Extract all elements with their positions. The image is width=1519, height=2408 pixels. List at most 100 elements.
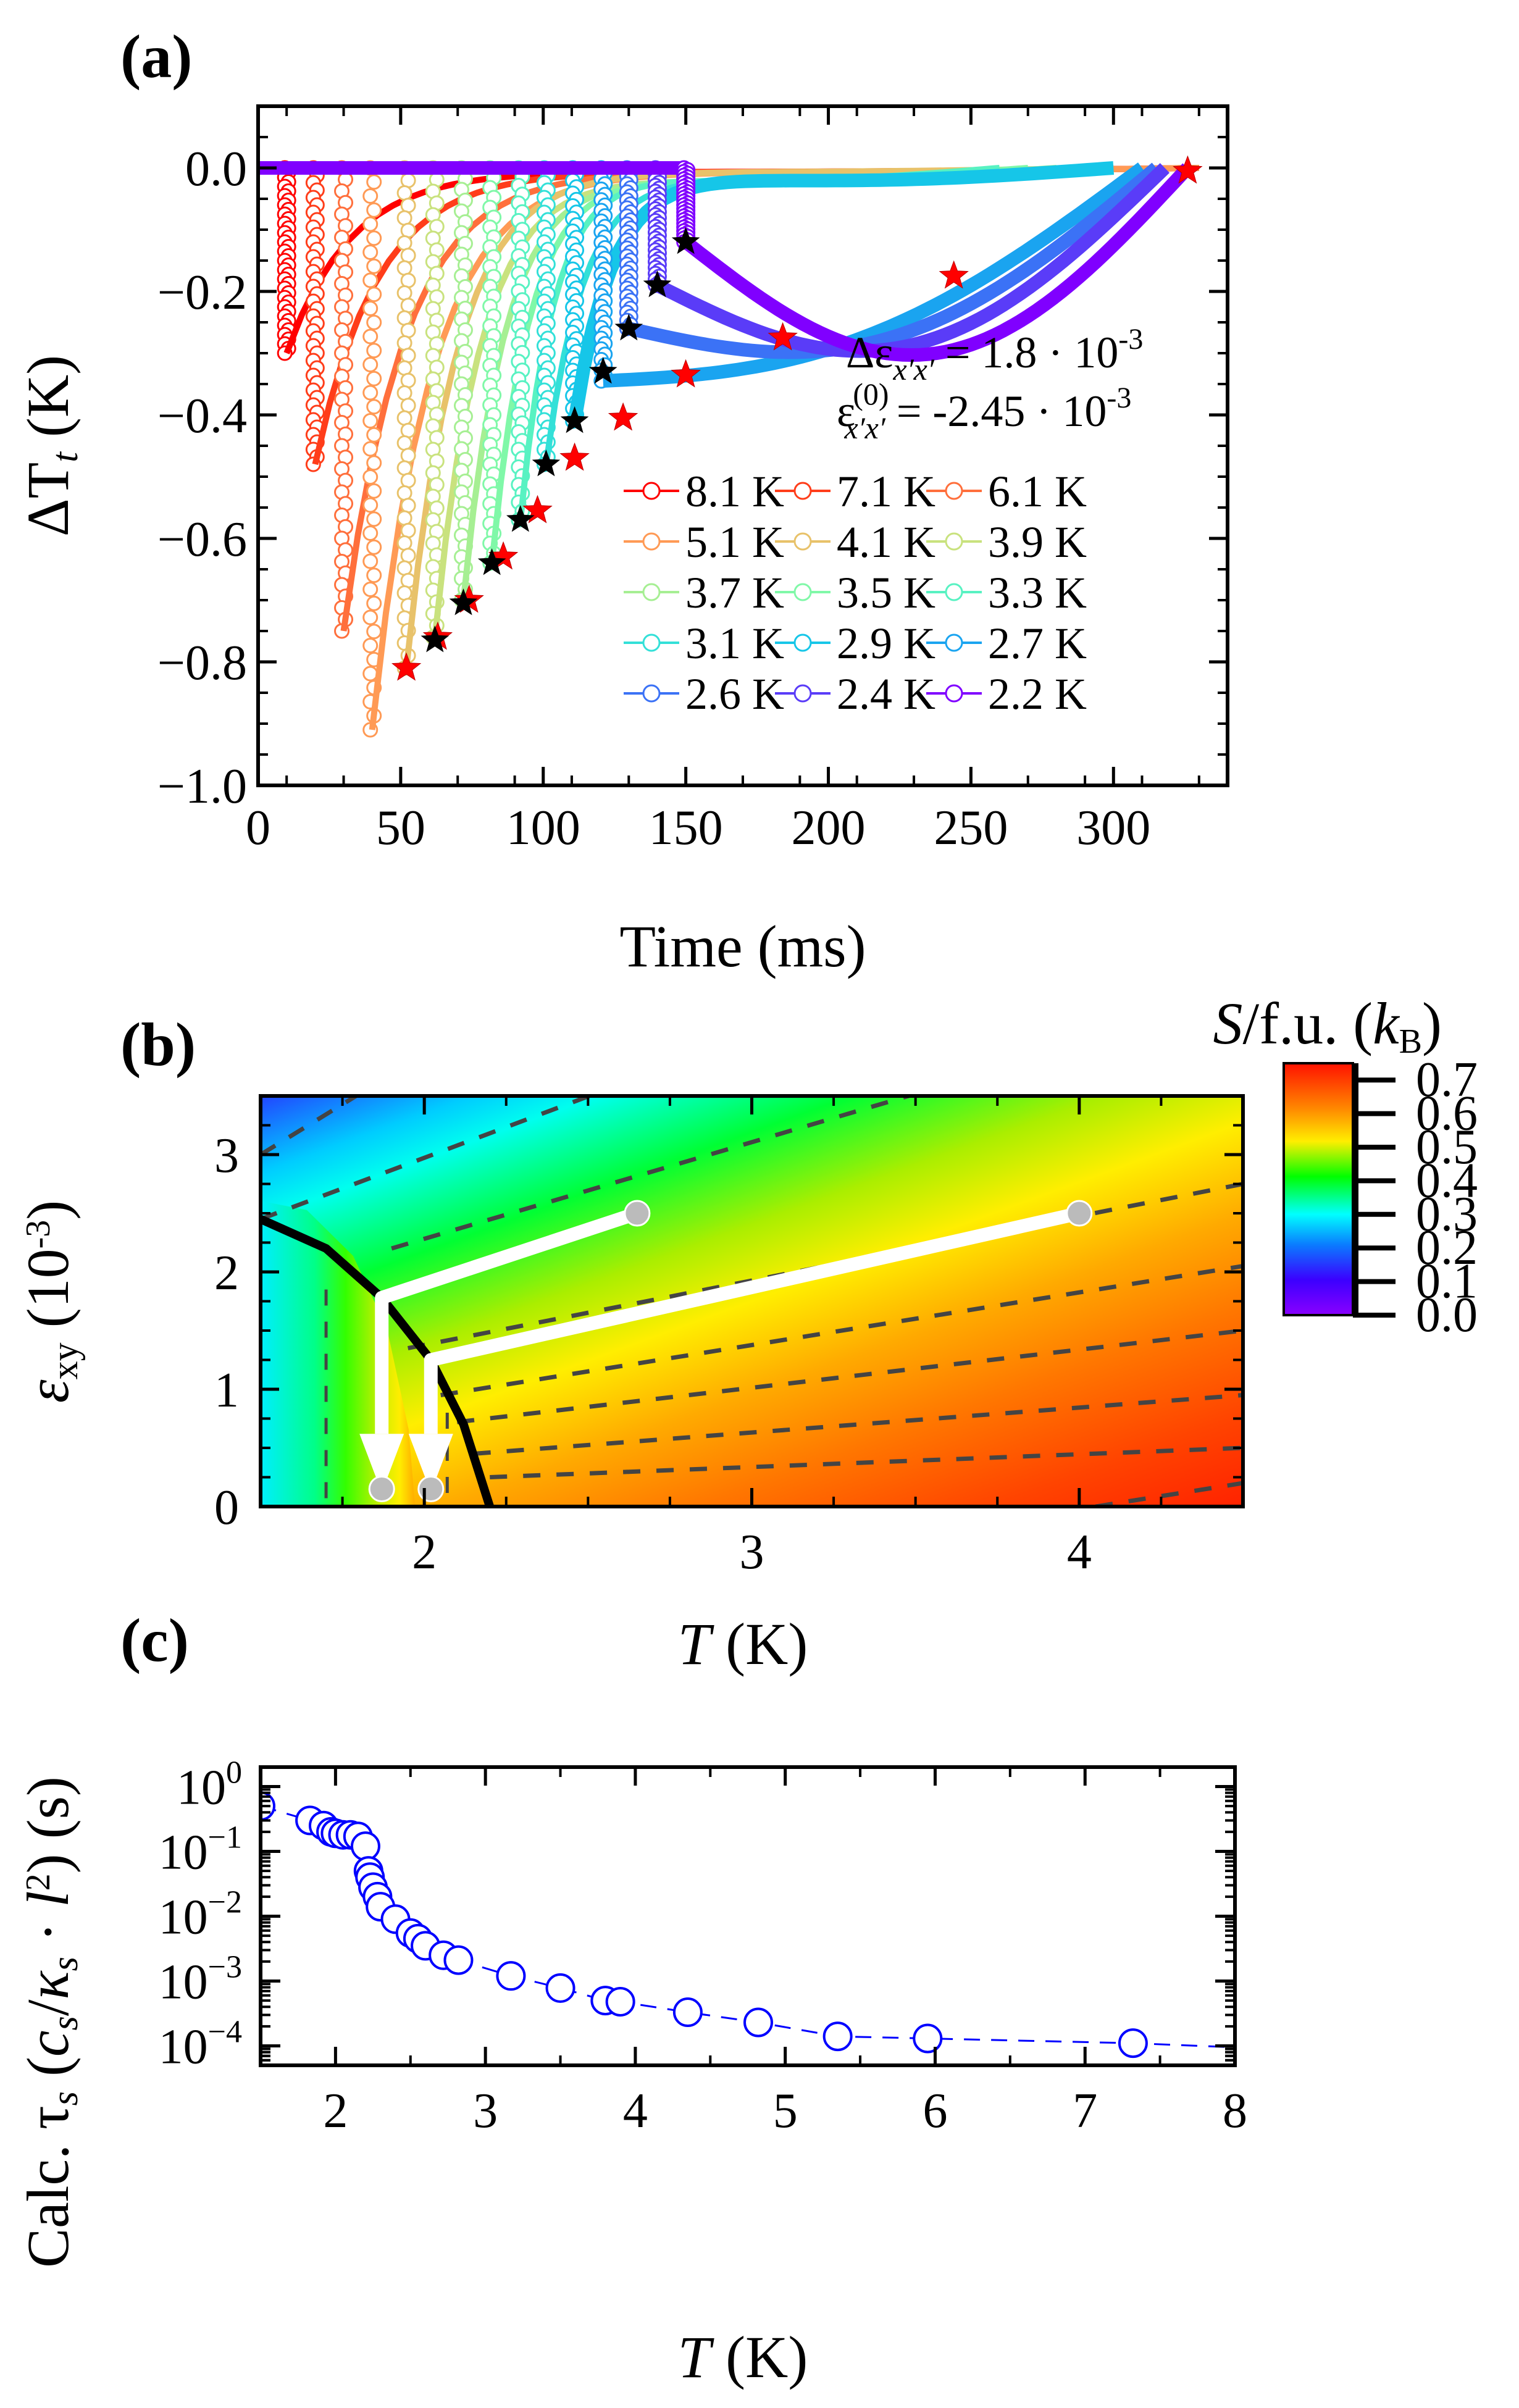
process-path [424,1206,1081,1434]
iso-entropy-dashed-line [391,1096,916,1251]
x-tick-label: 4 [623,2084,648,2138]
red-star-marker [391,652,422,681]
process-path [375,1206,640,1434]
y-tick-label: 100 [177,1755,242,1815]
series-recovery-curve [627,162,1161,359]
legend-label: 3.5 K [837,568,935,617]
iso-entropy-dashed-line [1095,1481,1243,1507]
data-point [362,497,379,513]
black-star-marker [643,270,672,298]
x-tick-label: 2 [412,1525,437,1579]
x-tick-label: 3 [473,2084,498,2138]
data-point [400,472,416,488]
x-tick-label: 150 [649,801,723,855]
data-point [396,210,412,226]
data-point [366,399,382,415]
legend-marker [793,633,812,652]
x-tick-label: 100 [506,801,580,855]
legend-item: 2.6 K [624,669,784,719]
data-point [400,322,416,338]
data-point [362,666,379,682]
black-star-marker [532,449,561,477]
legend-label: 6.1 K [988,467,1087,516]
panel-b-xlabel: T (K) [678,1611,808,1677]
legend-label: 3.3 K [988,568,1087,617]
data-point [400,198,416,214]
data-point [362,216,379,232]
legend-label: 3.7 K [685,568,784,617]
red-star-marker [608,402,638,431]
data-point [366,455,382,471]
iso-entropy-dashed-line [490,1445,1243,1479]
legend-item: 2.2 K [926,669,1087,719]
red-star-marker [768,322,798,351]
series-recovery-curve [654,163,1170,358]
panel-a-ticks: 0 50 100 150 200 250 300 0.0 −0.2 −0.4 −0.6 −0.8 −1.… [157,106,1228,855]
data-point [396,235,412,251]
legend-item: 2.4 K [775,669,935,719]
tau-data-point [913,2023,943,2054]
data-point [362,413,379,429]
data-point [396,335,412,351]
colorbar-tick-label: 0.0 [1416,1288,1478,1342]
colorbar-ticks: 0.00.10.20.30.40.50.60.7 [1353,1053,1478,1342]
tau-data-point [672,1997,703,2028]
panel-label-a: (a) [120,22,193,91]
panel-c-xlabel: T (K) [678,2324,808,2390]
colorbar-tick-label: 0.2 [1416,1221,1478,1275]
data-point [362,609,379,625]
y-tick-label: 1 [214,1363,239,1418]
endpoint-marker [417,1476,445,1502]
data-point [366,202,382,218]
panel-label-b: (b) [120,1010,196,1079]
tau-data-point [605,1986,635,2017]
data-point [396,285,412,301]
y-tick-label: −0.4 [157,389,247,443]
tau-data-point [1118,2028,1148,2059]
tau-data-point [545,1973,575,2003]
colorbar-label: S/f.u. (kB) [1213,990,1442,1061]
black-star-marker [421,625,450,653]
x-tick-label: 2 [323,2084,348,2138]
data-point [362,272,379,288]
red-star-marker [671,359,701,388]
legend-item: 3.3 K [926,568,1087,617]
colorbar-tick-label: 0.4 [1416,1153,1478,1208]
legend-item: 7.1 K [775,467,935,516]
panel-a: 0 50 100 150 200 250 300 0.0 −0.2 −0.4 −0.6 −0.8 −1.… [15,104,1229,979]
data-point [400,172,416,188]
x-tick-label: 3 [740,1525,764,1579]
legend-item: 3.5 K [775,568,935,617]
legend-marker [793,482,812,500]
colorbar [1283,1062,1354,1316]
data-point [366,567,382,583]
y-tick-label: −0.8 [157,636,247,690]
black-star-marker [506,505,535,532]
legend-label: 2.4 K [837,669,935,719]
legend-label: 7.1 K [837,467,935,516]
panel-b-heatmap [261,1096,1243,1507]
data-point [396,585,412,601]
legend-marker [642,482,661,500]
data-point [362,301,379,316]
y-tick-label: 0.0 [185,142,247,196]
data-point [400,372,416,388]
y-tick-label: −0.6 [157,512,247,567]
legend-marker [642,633,661,652]
data-point [396,535,412,551]
colorbar-tick-label: 0.3 [1416,1187,1478,1242]
data-point [396,410,412,426]
data-point [362,582,379,597]
data-point [366,539,382,555]
iso-entropy-dashed-line [407,1182,1243,1350]
data-point [366,624,382,640]
data-point [400,498,416,514]
x-tick-label: 0 [246,801,270,855]
data-point [396,560,412,576]
data-point [400,222,416,238]
x-tick-label: 200 [792,801,866,855]
data-point [396,185,412,201]
legend-item: 3.7 K [624,568,784,617]
